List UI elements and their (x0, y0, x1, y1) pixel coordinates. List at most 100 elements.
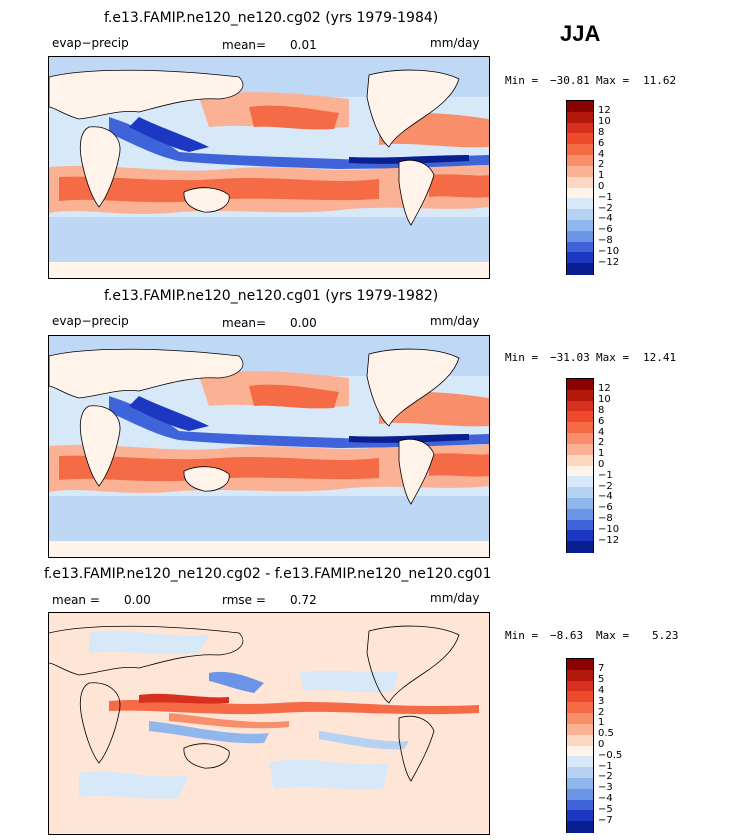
colorbar-swatch (567, 400, 593, 412)
panel2-min-label: Min = (505, 351, 539, 364)
colorbar-swatch (567, 133, 593, 145)
colorbar-tick-label: 2 (598, 706, 605, 718)
colorbar-swatch (567, 487, 593, 499)
colorbar-tick-label: −2 (598, 480, 613, 492)
colorbar-swatch (567, 198, 593, 210)
colorbar-swatch (567, 734, 593, 746)
colorbar-swatch (567, 411, 593, 423)
season-label: JJA (560, 21, 601, 46)
panel3-max-label: Max = (596, 629, 630, 642)
panel3-rmse-label: rmse = (222, 593, 266, 607)
panel1-max-value: 11.62 (643, 74, 677, 87)
panel2-max-label: Max = (596, 351, 630, 364)
colorbar-tick-label: −6 (598, 502, 613, 514)
panel2-units: mm/day (430, 314, 480, 328)
panel1-variable-label: evap−precip (52, 36, 129, 50)
panel2-max-value: 12.41 (643, 351, 677, 364)
panel2-map (48, 335, 490, 558)
colorbar-swatch (567, 111, 593, 124)
panel2-mean-value: 0.00 (290, 316, 317, 330)
panel3-max-value: 5.23 (652, 629, 679, 642)
panel1-min-value: −30.81 (550, 74, 590, 87)
colorbar-tick-label: 8 (598, 126, 605, 138)
colorbar-tick-label: 7 (598, 663, 605, 675)
colorbar-swatch (567, 379, 593, 391)
panel2-mean-label: mean= (222, 316, 267, 330)
panel1-min-label: Min = (505, 74, 539, 87)
colorbar-tick-label: 5 (598, 674, 605, 686)
colorbar-tick-label: 8 (598, 404, 605, 416)
colorbar-swatch (567, 454, 593, 466)
colorbar-tick-label: 6 (598, 137, 605, 149)
colorbar-tick-label: −4 (598, 793, 613, 805)
colorbar-swatch (567, 209, 593, 221)
colorbar-swatch (567, 476, 593, 488)
panel3-map (48, 612, 490, 835)
panel3-mean-value: 0.00 (124, 593, 151, 607)
panel3-colorbar (566, 658, 594, 833)
panel2-min-value: −31.03 (550, 351, 590, 364)
colorbar-tick-label: −12 (598, 534, 620, 546)
colorbar-tick-label: −4 (598, 491, 613, 503)
colorbar-swatch (567, 422, 593, 434)
panel2-map-field (49, 336, 489, 557)
colorbar-tick-label: 4 (598, 148, 605, 160)
colorbar-swatch (567, 101, 593, 113)
panel2-variable-label: evap−precip (52, 314, 129, 328)
colorbar-tick-label: −10 (598, 245, 620, 257)
colorbar-swatch (567, 252, 593, 264)
colorbar-swatch (567, 155, 593, 167)
panel1-units: mm/day (430, 36, 480, 50)
colorbar-tick-label: 4 (598, 684, 605, 696)
colorbar-swatch (567, 519, 593, 531)
colorbar-swatch (567, 680, 593, 692)
panel3-units: mm/day (430, 591, 480, 605)
panel1-map-field (49, 57, 489, 278)
panel2-title: f.e13.FAMIP.ne120_ne120.cg01 (yrs 1979-1… (104, 288, 439, 304)
colorbar-tick-label: −7 (598, 814, 613, 826)
colorbar-tick-label: −10 (598, 523, 620, 535)
colorbar-tick-label: −4 (598, 213, 613, 225)
colorbar-tick-label: −3 (598, 782, 613, 794)
colorbar-swatch (567, 443, 593, 456)
colorbar-swatch (567, 530, 593, 542)
colorbar-tick-label: 0.5 (598, 728, 614, 740)
colorbar-swatch (567, 777, 593, 790)
colorbar-swatch (567, 508, 593, 521)
colorbar-swatch (567, 230, 593, 243)
colorbar-swatch (567, 144, 593, 156)
colorbar-swatch (567, 702, 593, 714)
colorbar-tick-label: −0.5 (598, 749, 623, 761)
colorbar-swatch (567, 810, 593, 822)
colorbar-swatch (567, 122, 593, 134)
colorbar-swatch (567, 219, 593, 232)
colorbar-tick-label: 1 (598, 717, 605, 729)
colorbar-swatch (567, 176, 593, 188)
colorbar-tick-label: −1 (598, 760, 613, 772)
colorbar-tick-label: 12 (598, 383, 611, 395)
colorbar-swatch (567, 389, 593, 402)
panel3-min-label: Min = (505, 629, 539, 642)
colorbar-tick-label: 1 (598, 448, 605, 460)
colorbar-swatch (567, 669, 593, 682)
panel1-mean-label: mean= (222, 38, 267, 52)
colorbar-tick-label: 4 (598, 426, 605, 438)
colorbar-tick-label: 10 (598, 116, 611, 128)
panel3-rmse-value: 0.72 (290, 593, 317, 607)
colorbar-tick-label: 3 (598, 695, 605, 707)
colorbar-swatch (567, 799, 593, 811)
colorbar-tick-label: −12 (598, 256, 620, 268)
colorbar-swatch (567, 756, 593, 768)
colorbar-swatch (567, 767, 593, 779)
colorbar-swatch (567, 713, 593, 725)
colorbar-swatch (567, 541, 593, 553)
colorbar-tick-label: 0 (598, 181, 605, 192)
panel3-title: f.e13.FAMIP.ne120_ne120.cg02 - f.e13.FAM… (44, 566, 492, 582)
colorbar-swatch (567, 659, 593, 671)
colorbar-swatch (567, 263, 593, 275)
colorbar-tick-label: 0 (598, 739, 605, 750)
colorbar-swatch (567, 241, 593, 253)
panel1-max-label: Max = (596, 74, 630, 87)
colorbar-swatch (567, 165, 593, 178)
colorbar-tick-label: −2 (598, 771, 613, 783)
